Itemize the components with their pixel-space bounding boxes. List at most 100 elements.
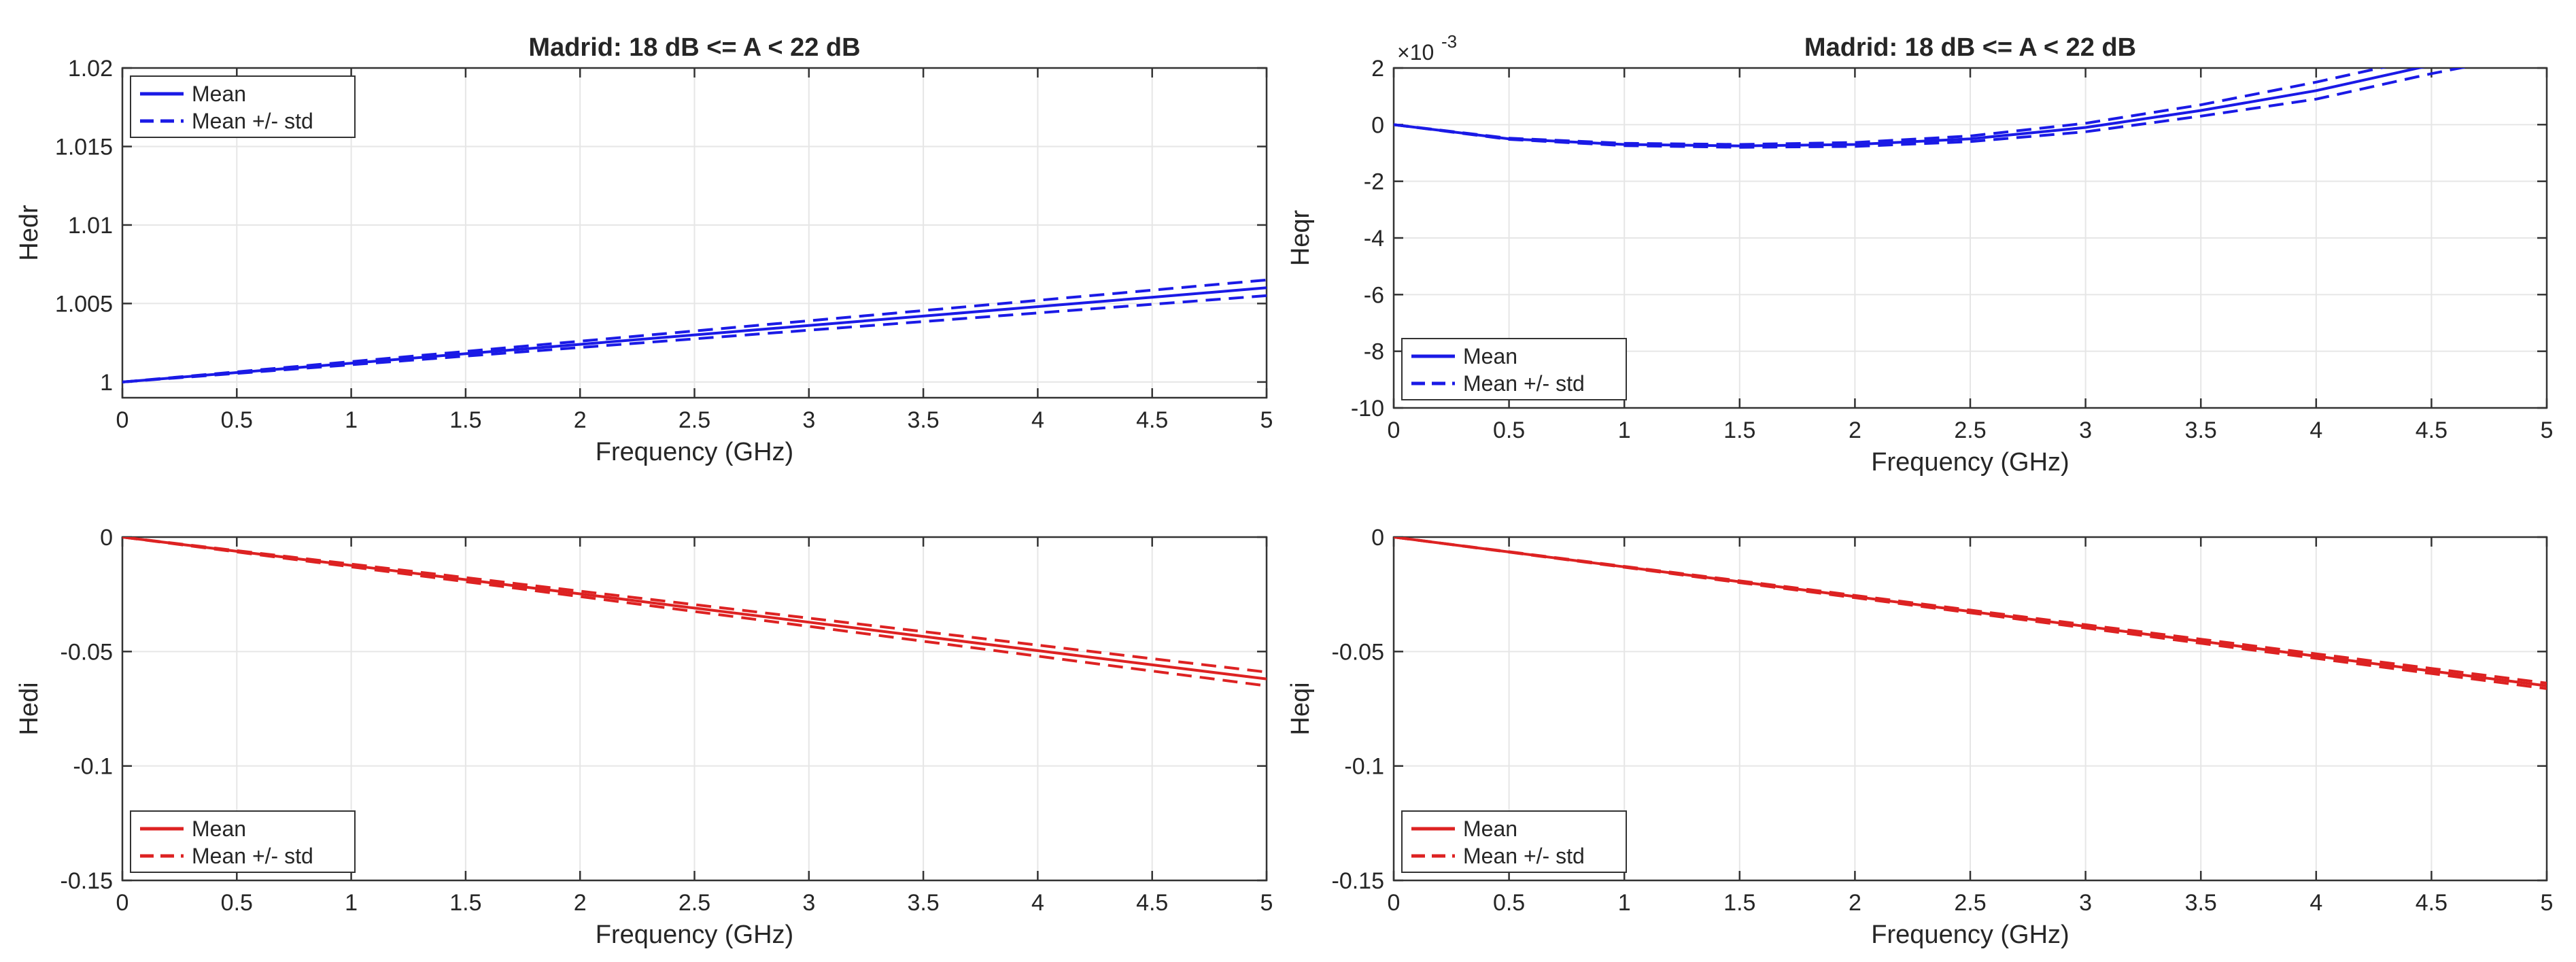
x-tick-label: 1: [1618, 417, 1631, 443]
x-tick-label: 0: [1388, 417, 1401, 443]
y-tick-label: -6: [1364, 282, 1384, 308]
series-line-mean-std: [122, 294, 1267, 383]
legend: Mean Mean +/- std: [1401, 338, 1627, 400]
plot-area: [1394, 537, 2547, 690]
series-line-mean-std: [122, 278, 1267, 383]
x-tick-label: 4: [1031, 890, 1044, 916]
y-axis-label: Hedr: [15, 205, 44, 261]
x-tick-label: 2.5: [1954, 417, 1986, 443]
legend-box: [130, 810, 356, 873]
y-tick-label: -10: [1351, 396, 1384, 422]
x-tick-label: 3.5: [2185, 417, 2217, 443]
legend-label-std: Mean +/- std: [192, 109, 313, 133]
x-tick-label: 1.5: [1723, 417, 1755, 443]
legend-label-std: Mean +/- std: [192, 844, 313, 868]
x-tick-label: 5: [1260, 890, 1273, 916]
x-tick-label: 1: [345, 890, 358, 916]
x-tick-label: 4: [2309, 890, 2322, 916]
x-tick-label: 4: [1031, 407, 1044, 433]
x-tick-label: 5: [1260, 407, 1273, 433]
y-tick-label: 2: [1371, 56, 1384, 82]
y-tick-label: 1.005: [55, 291, 113, 317]
x-tick-label: 5: [2541, 417, 2554, 443]
x-tick-label: 0.5: [221, 407, 253, 433]
legend-label-std: Mean +/- std: [1463, 371, 1585, 396]
series-line-mean-std: [1394, 537, 2547, 690]
series-line-mean-std: [1394, 68, 2468, 149]
chart-top-left: 0 0.5 1 1.5 2 2.5 3 3.5 4 4.5 5 1 1.005 1.01 1.015 1.02…: [15, 33, 1273, 466]
x-tick-label: 4.5: [2416, 417, 2448, 443]
x-tick-label: 3.5: [2185, 890, 2217, 916]
x-tick-label: 3: [2079, 890, 2092, 916]
legend-label-std: Mean +/- std: [1463, 844, 1585, 868]
plot-area: [122, 537, 1267, 687]
legend: Mean Mean +/- std: [1401, 810, 1627, 873]
y-tick-label: 0: [1371, 525, 1384, 551]
y-tick-label: -4: [1364, 226, 1384, 252]
x-axis-label: Frequency (GHz): [596, 438, 793, 466]
chart-top-right: 0 0.5 1 1.5 2 2.5 3 3.5 4 4.5 5 -10 -8 -6 -4 -2 0 2 Freque…: [1286, 31, 2554, 477]
x-tick-label: 1.5: [449, 890, 481, 916]
y-axis-label: Hedi: [15, 682, 44, 735]
x-tick-label: 4.5: [2416, 890, 2448, 916]
x-tick-label: 2: [574, 890, 587, 916]
series-line-mean-std: [122, 537, 1267, 687]
legend-box: [1401, 338, 1627, 400]
legend-label-mean: Mean: [1463, 344, 1517, 368]
y-tick-label: -0.15: [61, 868, 114, 894]
y-tick-label: -0.05: [61, 639, 114, 665]
y-tick-label: 1: [100, 370, 113, 396]
x-tick-label: 1.5: [1723, 890, 1755, 916]
legend-label-mean: Mean: [1463, 817, 1517, 841]
x-tick-label: 3.5: [907, 890, 939, 916]
x-tick-label: 2.5: [679, 407, 710, 433]
x-tick-label: 3: [802, 407, 815, 433]
x-axis-label: Frequency (GHz): [1871, 921, 2069, 949]
y-exponent-label: ×10: [1397, 40, 1434, 65]
y-axis-label: Heqr: [1286, 209, 1315, 266]
x-tick-label: 2: [1849, 417, 1861, 443]
chart-bottom-right: 0 0.5 1 1.5 2 2.5 3 3.5 4 4.5 5 -0.15 -0.1 -0.05 0 Freq…: [1286, 525, 2553, 949]
x-tick-label: 1: [345, 407, 358, 433]
x-tick-label: 0: [116, 407, 129, 433]
x-tick-label: 1.5: [449, 407, 481, 433]
x-tick-label: 4.5: [1136, 407, 1168, 433]
x-tick-label: 0.5: [1493, 417, 1525, 443]
chart-bottom-left: 0 0.5 1 1.5 2 2.5 3 3.5 4 4.5 5 -0.15 -0.1 -0.05 0 Freq…: [15, 525, 1273, 949]
x-tick-label: 5: [2541, 890, 2554, 916]
legend: Mean Mean +/- std: [130, 75, 356, 138]
legend-label-mean: Mean: [192, 817, 246, 841]
x-tick-label: 0: [116, 890, 129, 916]
x-tick-label: 4.5: [1136, 890, 1168, 916]
plot-area: [1394, 68, 2468, 149]
y-tick-label: 1.015: [55, 134, 113, 160]
plot-area: [122, 278, 1267, 383]
legend-label-mean: Mean: [192, 82, 246, 106]
x-tick-label: 2: [574, 407, 587, 433]
x-axis-label: Frequency (GHz): [596, 921, 793, 949]
y-tick-label: 0: [1371, 112, 1384, 138]
x-tick-label: 0.5: [221, 890, 253, 916]
legend: Mean Mean +/- std: [130, 810, 356, 873]
series-line-mean-std: [122, 537, 1267, 674]
x-tick-label: 2: [1849, 890, 1861, 916]
x-tick-label: 2.5: [679, 890, 710, 916]
y-axis-label: Heqi: [1286, 682, 1315, 735]
y-tick-label: -2: [1364, 169, 1384, 195]
x-tick-label: 1: [1618, 890, 1631, 916]
y-exponent-power: -3: [1441, 31, 1457, 52]
series-line-mean-std: [1394, 68, 2387, 146]
x-axis-label: Frequency (GHz): [1871, 448, 2069, 477]
legend-box: [1401, 810, 1627, 873]
y-tick-label: 1.01: [68, 213, 113, 239]
chart-title: Madrid: 18 dB <= A < 22 dB: [1804, 33, 2136, 62]
legend-box: [130, 75, 356, 138]
x-tick-label: 4: [2309, 417, 2322, 443]
y-tick-label: 0: [100, 525, 113, 551]
chart-title: Madrid: 18 dB <= A < 22 dB: [528, 33, 860, 62]
x-tick-label: 0.5: [1493, 890, 1525, 916]
y-tick-label: -8: [1364, 339, 1384, 365]
y-tick-label: 1.02: [68, 56, 113, 82]
x-tick-label: 0: [1388, 890, 1401, 916]
